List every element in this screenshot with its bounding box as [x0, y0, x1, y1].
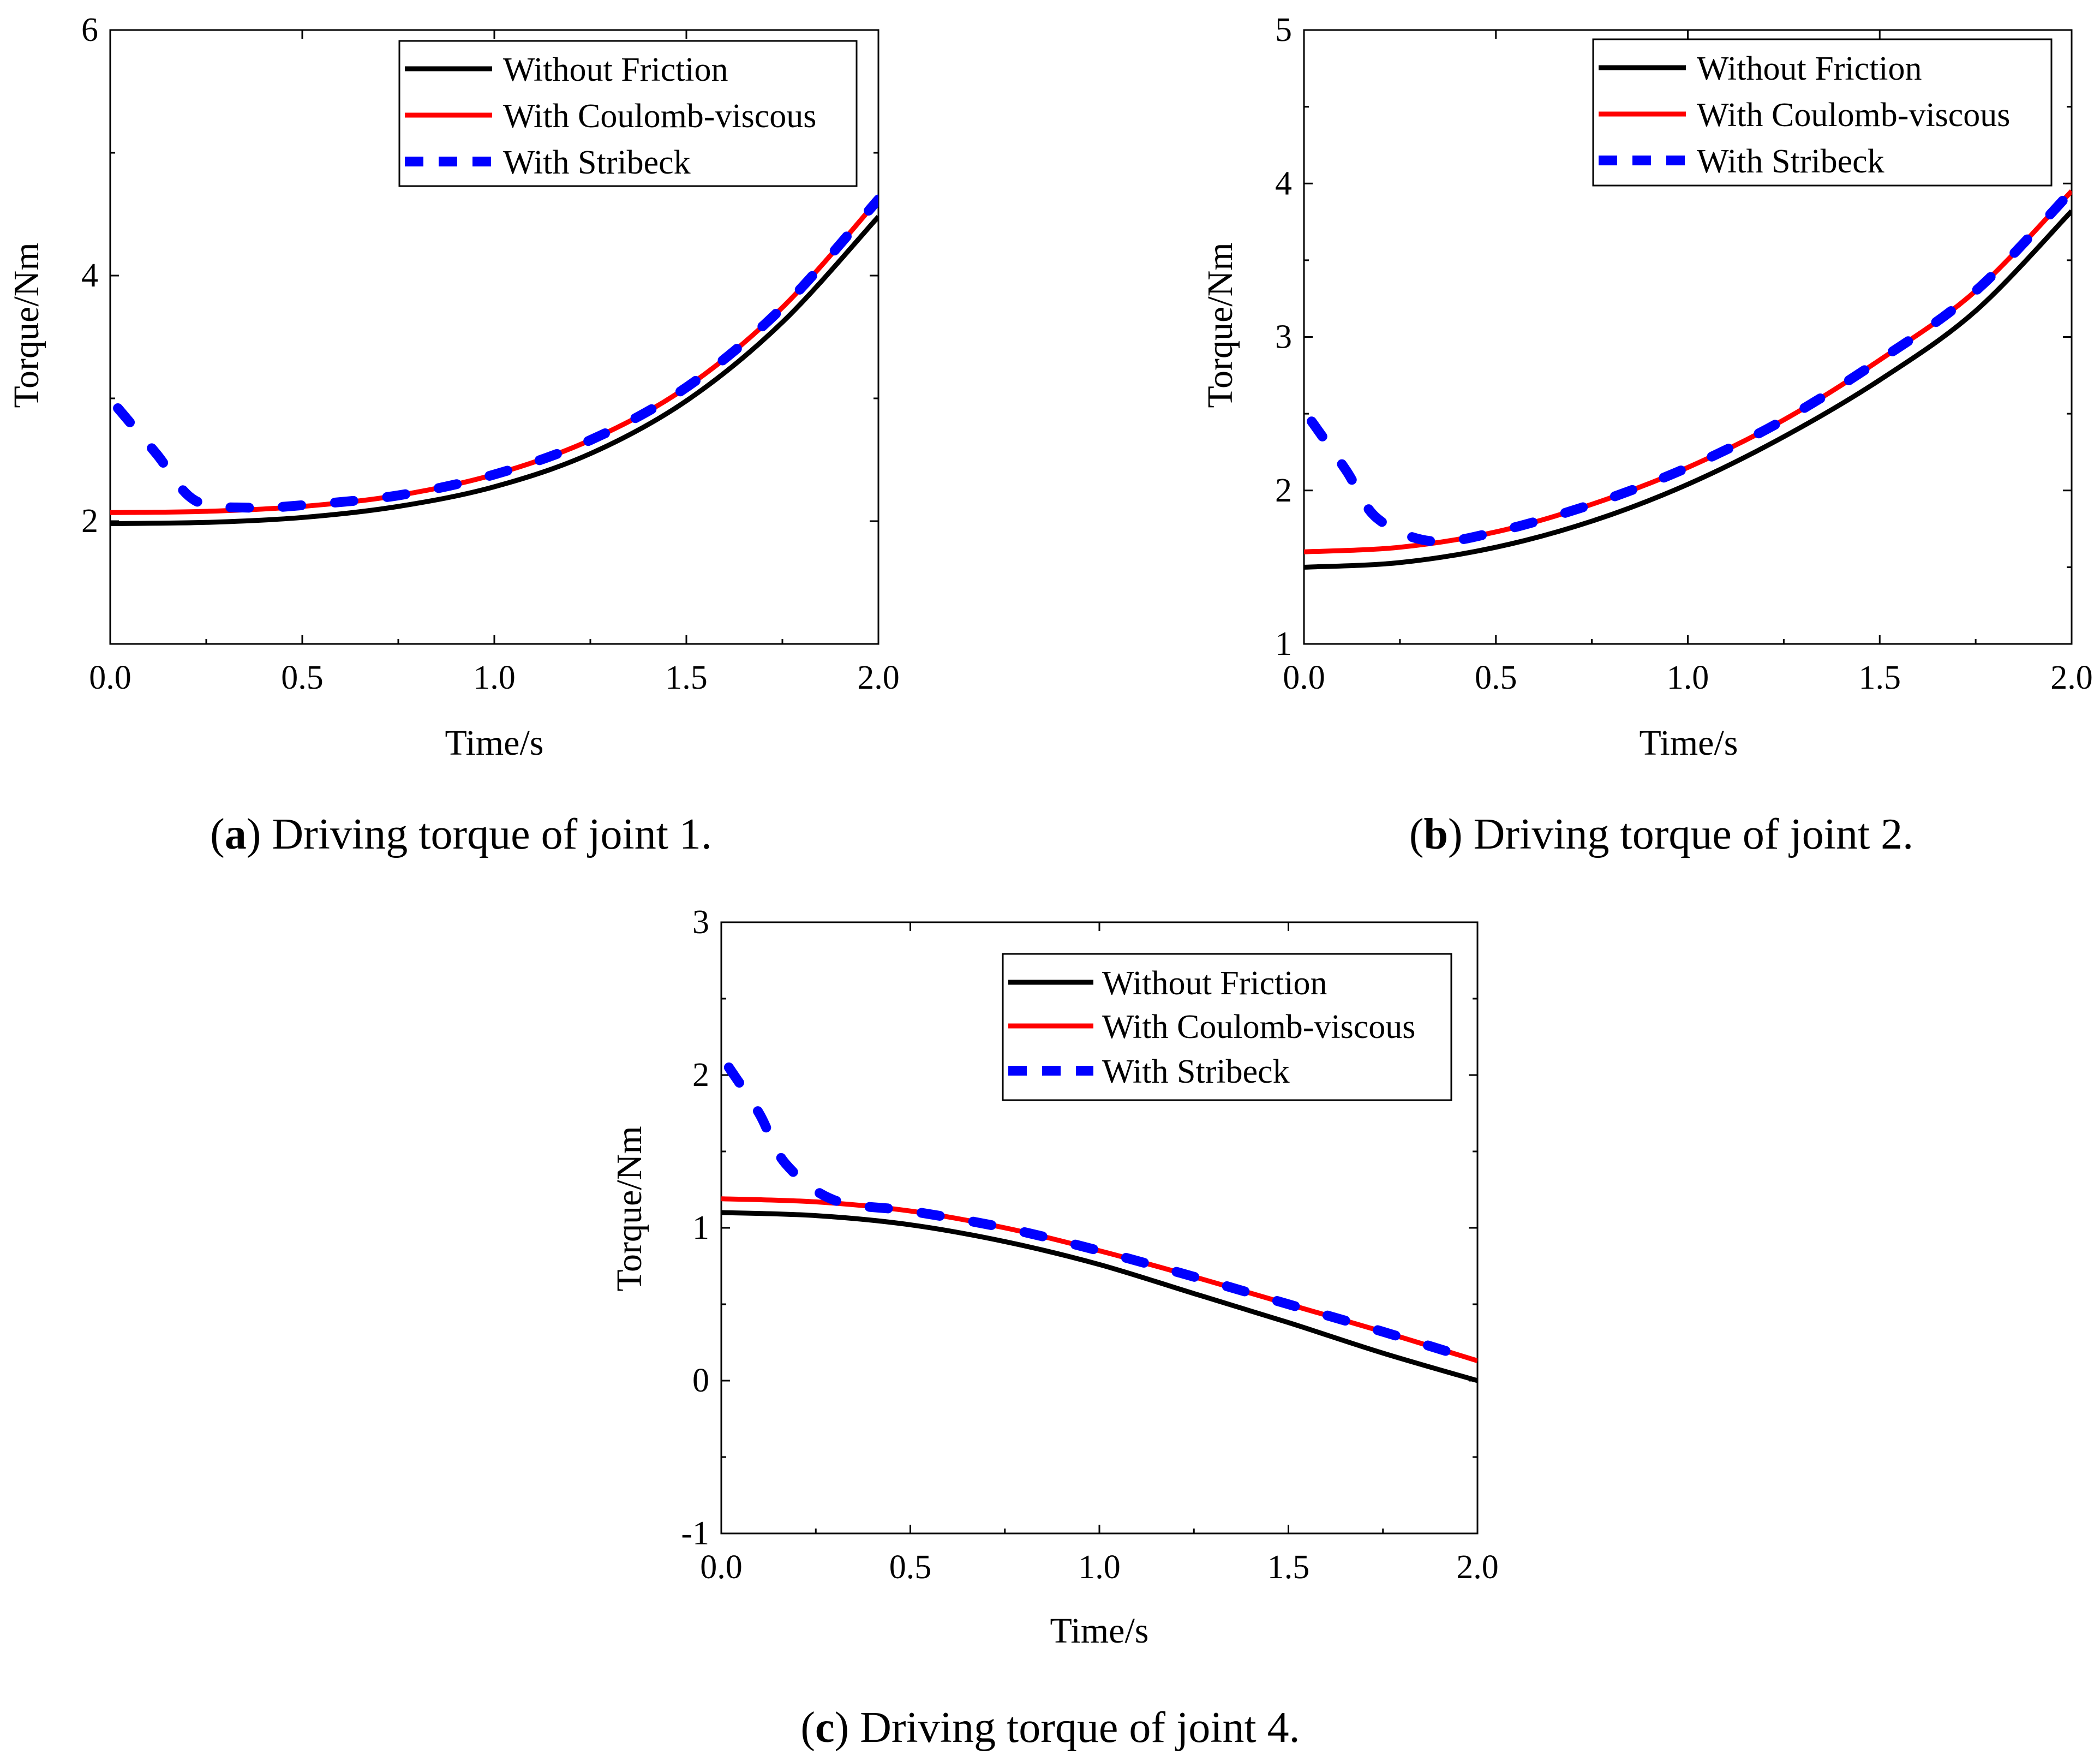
caption-text: Driving torque of joint 4.: [860, 1704, 1300, 1752]
caption-letter: a: [225, 810, 247, 858]
legend: Without Friction With Coulomb-viscous Wi…: [1002, 953, 1452, 1101]
y-axis-title: Torque/Nm: [7, 242, 46, 408]
y-tick-label: 0: [692, 1362, 709, 1399]
chart-panel-a: 0.0 0.5 1.0 1.5 2.0 2 4 6 Time/s Torque/Nm With…: [7, 11, 900, 858]
series-line-with-coulomb-viscous: [1304, 189, 2072, 554]
caption: (a) Driving torque of joint 1.: [210, 810, 712, 858]
legend-label-coulomb-viscous: With Coulomb-viscous: [1697, 97, 2010, 134]
x-tick-label: 0.5: [889, 1549, 932, 1586]
y-tick-label: 2: [81, 503, 98, 540]
x-tick-label: 0.0: [89, 659, 131, 696]
legend-label-stribeck: With Stribeck: [1102, 1053, 1290, 1090]
legend-label-without-friction: Without Friction: [503, 51, 728, 88]
series-line-with-coulomb-viscous: [721, 1196, 1477, 1363]
x-tick-label: 2.0: [2050, 659, 2093, 696]
y-tick-label: 3: [692, 904, 709, 941]
y-tick-label: 3: [1275, 319, 1292, 356]
legend-label-stribeck: With Stribeck: [1697, 143, 1884, 180]
x-tick-label: 1.0: [1667, 659, 1709, 696]
legend-label-coulomb-viscous: With Coulomb-viscous: [503, 98, 816, 135]
x-tick-label: 1.0: [473, 659, 516, 696]
y-axis-title: Torque/Nm: [609, 1126, 649, 1291]
chart-panel-c: 0.0 0.5 1.0 1.5 2.0 -1 0 1 2 3 Time/s Torque/Nm W…: [609, 904, 1499, 1752]
legend-label-without-friction: Without Friction: [1102, 965, 1327, 1002]
y-tick-label: 2: [1275, 472, 1292, 509]
caption-letter: c: [815, 1704, 835, 1752]
series-line-with-stribeck: [1307, 186, 2072, 547]
series-line-without-friction: [721, 1210, 1477, 1383]
caption: (b) Driving torque of joint 2.: [1409, 810, 1913, 858]
legend-label-without-friction: Without Friction: [1697, 50, 1922, 87]
x-tick-label: 0.0: [700, 1549, 743, 1586]
caption: (c) Driving torque of joint 4.: [800, 1704, 1300, 1752]
y-tick-label: -1: [681, 1515, 709, 1552]
x-axis-title: Time/s: [445, 723, 544, 763]
x-tick-label: 0.5: [1475, 659, 1517, 696]
x-tick-label: 1.5: [1859, 659, 1901, 696]
x-axis-title: Time/s: [1640, 723, 1738, 763]
caption-text: Driving torque of joint 2.: [1474, 810, 1914, 858]
series-line-with-stribeck: [723, 1062, 1477, 1366]
series-line-without-friction: [110, 214, 878, 526]
x-tick-label: 0.5: [281, 659, 324, 696]
caption-letter: b: [1423, 810, 1448, 858]
y-tick-label: 6: [81, 11, 98, 49]
y-axis-title: Torque/Nm: [1200, 242, 1240, 408]
x-axis-title: Time/s: [1050, 1611, 1149, 1651]
y-tick-label: 5: [1275, 11, 1292, 49]
x-tick-label: 1.5: [1267, 1549, 1310, 1586]
legend: Without Friction With Coulomb-viscous Wi…: [398, 40, 858, 187]
y-tick-label: 2: [692, 1056, 709, 1094]
chart-panel-b: 0.0 0.5 1.0 1.5 2.0 1 2 3 4 5 Time/s Torque/Nm Wi…: [1200, 11, 2093, 858]
y-tick-label: 4: [1275, 165, 1292, 202]
legend: Without Friction With Coulomb-viscous Wi…: [1592, 38, 2053, 187]
y-tick-label: 4: [81, 257, 98, 294]
legend-label-coulomb-viscous: With Coulomb-viscous: [1102, 1008, 1415, 1046]
series-line-with-stribeck: [113, 194, 878, 513]
x-tick-label: 2.0: [1456, 1549, 1499, 1586]
x-tick-label: 1.0: [1078, 1549, 1121, 1586]
x-tick-label: 1.5: [665, 659, 708, 696]
x-tick-label: 0.0: [1283, 659, 1325, 696]
x-tick-label: 2.0: [857, 659, 900, 696]
series-line-without-friction: [1304, 209, 2072, 570]
y-tick-label: 1: [692, 1209, 709, 1246]
caption-text: Driving torque of joint 1.: [272, 810, 712, 858]
legend-label-stribeck: With Stribeck: [503, 144, 691, 181]
y-tick-label: 1: [1275, 625, 1292, 662]
